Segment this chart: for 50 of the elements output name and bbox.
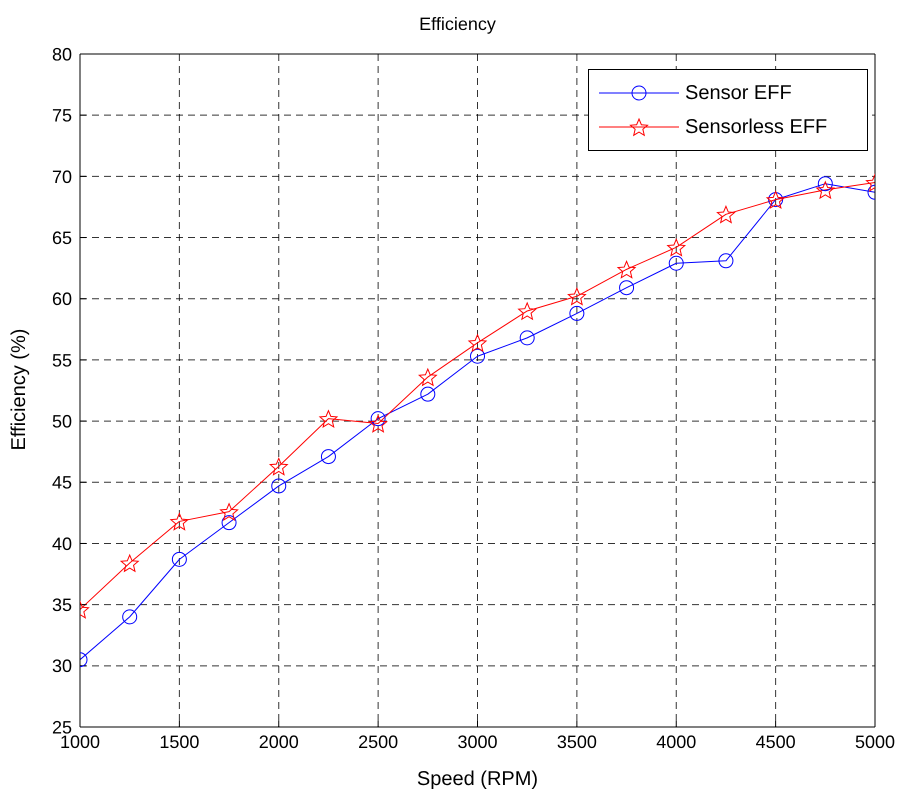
y-tick-label: 75 — [52, 106, 72, 126]
y-tick-label: 55 — [52, 350, 72, 370]
point — [420, 386, 436, 402]
y-tick-label: 80 — [52, 44, 72, 64]
point — [718, 253, 734, 268]
point — [518, 302, 536, 320]
point — [418, 368, 437, 386]
point — [319, 410, 338, 428]
point — [468, 334, 487, 352]
x-axis-title: Speed (RPM) — [416, 768, 538, 790]
point — [271, 478, 286, 494]
legend-label: Sensor EFF — [685, 81, 792, 106]
y-tick-label: 60 — [52, 289, 72, 310]
point — [369, 415, 388, 432]
x-tick-label: 1500 — [159, 732, 200, 752]
x-tick-label: 3000 — [457, 732, 498, 752]
point — [120, 554, 139, 572]
x-tick-label: 2500 — [358, 732, 398, 752]
point — [270, 458, 288, 476]
x-tick-label: 2000 — [258, 732, 299, 752]
point — [568, 288, 586, 306]
x-tick-label: 3500 — [556, 732, 597, 752]
y-tick-label: 40 — [52, 534, 72, 554]
x-tick-label: 4500 — [756, 732, 796, 752]
point — [618, 260, 636, 278]
point — [569, 306, 584, 321]
chart-title: Efficiency — [418, 14, 497, 35]
y-axis-title: Efficiency (%) — [8, 328, 30, 450]
legend-label: Sensorless EFF — [685, 115, 828, 140]
y-tick-label: 45 — [52, 472, 72, 493]
point — [619, 280, 634, 296]
point — [470, 348, 485, 364]
point — [170, 512, 188, 530]
y-tick-label: 65 — [52, 228, 72, 248]
point — [816, 181, 834, 199]
point — [220, 503, 238, 520]
point — [520, 330, 535, 346]
x-tick-label: 4000 — [656, 732, 696, 752]
x-tick-label: 5000 — [854, 732, 896, 752]
point — [668, 256, 684, 271]
point — [172, 552, 187, 567]
point — [122, 609, 138, 624]
y-tick-label: 35 — [52, 595, 72, 616]
y-tick-label: 70 — [52, 166, 72, 187]
y-tick-label: 30 — [52, 656, 72, 676]
point — [716, 206, 735, 224]
point — [667, 238, 686, 256]
y-tick-label: 50 — [52, 411, 72, 432]
point — [222, 515, 237, 530]
point — [320, 449, 336, 464]
